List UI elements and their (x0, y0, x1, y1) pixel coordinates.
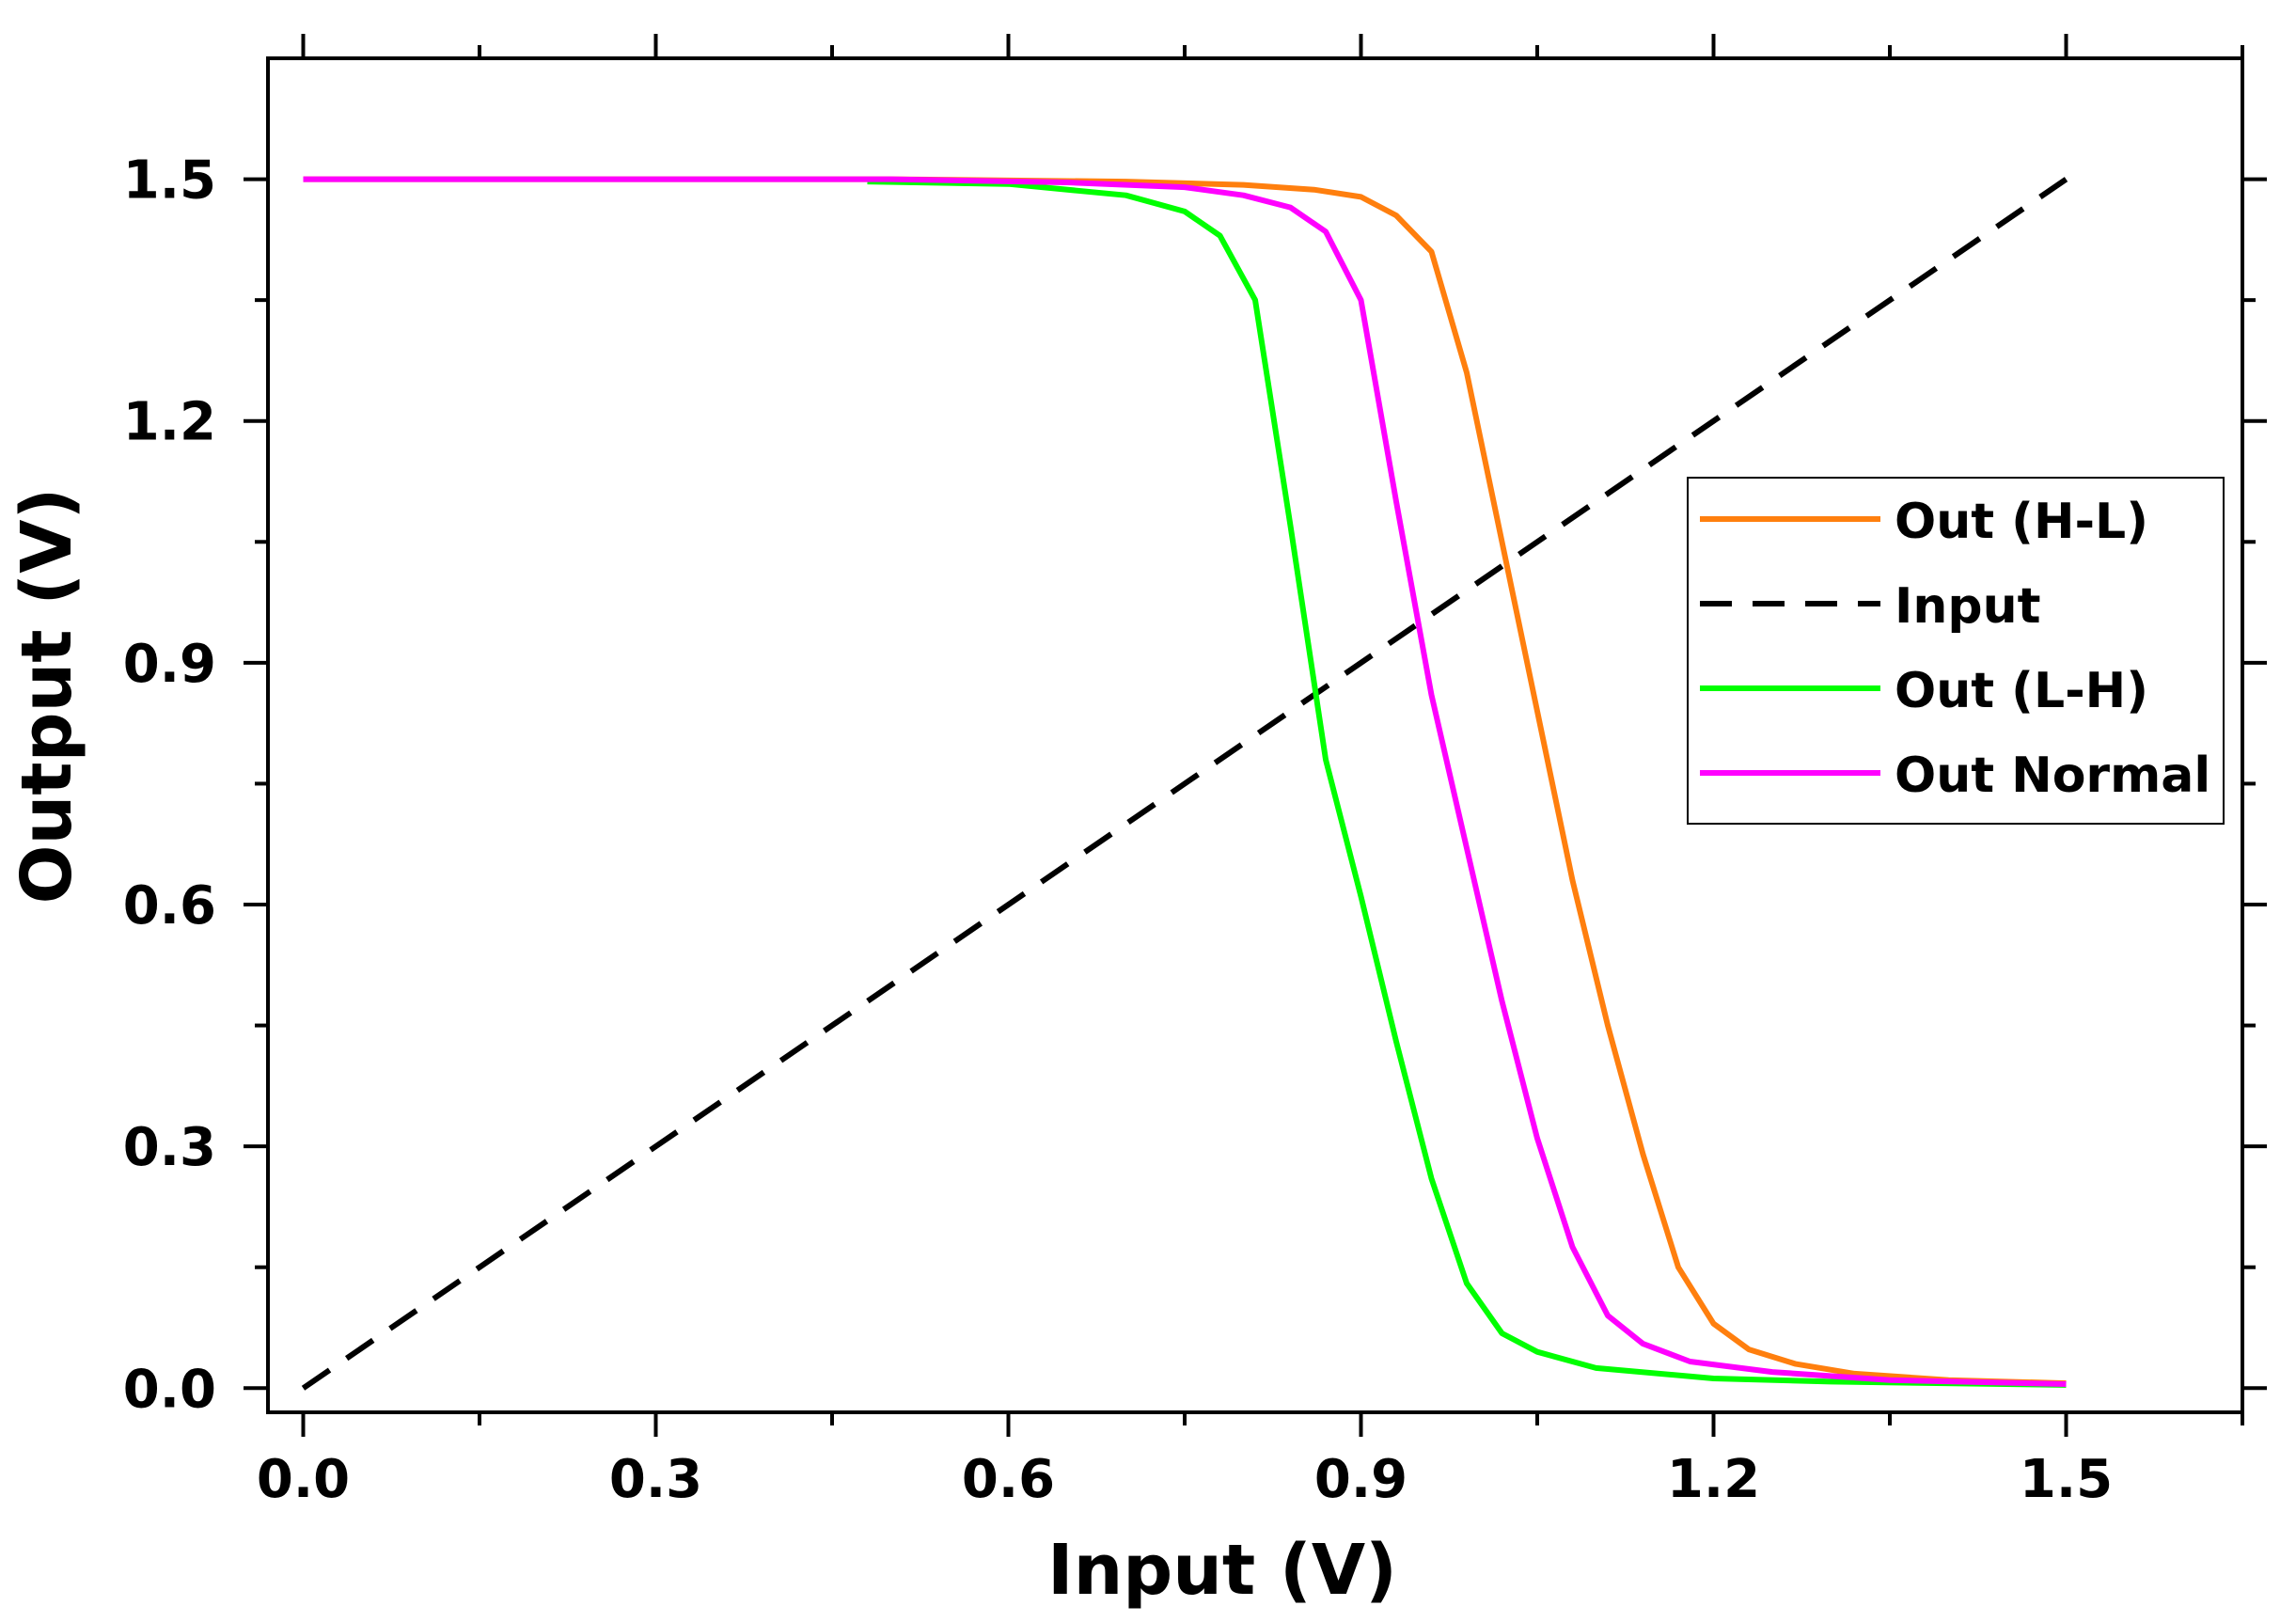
legend-label: Out (H-L) (1895, 494, 2148, 550)
y-tick-label: 0.9 (123, 634, 216, 695)
y-tick-label: 0.6 (123, 875, 216, 937)
y-tick-label: 0.0 (123, 1359, 216, 1420)
x-tick-label: 0.3 (609, 1449, 702, 1510)
legend-label: Out (L-H) (1895, 663, 2148, 719)
legend-label: Input (1895, 578, 2040, 635)
legend-label: Out Normal (1895, 748, 2210, 804)
x-tick-label: 0.6 (962, 1449, 1055, 1510)
x-axis-label: Input (V) (1047, 1530, 1397, 1611)
series-line-input (301, 177, 2068, 1391)
plot-frame (266, 56, 2244, 1414)
y-axis-label: Output (V) (7, 488, 87, 905)
y-tick-label: 1.5 (123, 150, 216, 212)
series-layer (301, 176, 2068, 1391)
legend: Out (H-L) Input Out (L-H) Out Normal (1687, 477, 2225, 825)
x-tick-label: 0.9 (1314, 1449, 1407, 1510)
y-tick-label: 0.3 (123, 1117, 216, 1178)
legend-box (1687, 477, 2225, 825)
x-tick-label: 1.5 (2020, 1449, 2113, 1510)
ticks-layer: 0.0 0.3 0.6 0.9 1.2 1.5 0.0 0.3 0.6 0.9 1.2 1.5 (123, 34, 2267, 1510)
y-tick-label: 1.2 (123, 392, 216, 453)
series-line-out-h-l (303, 176, 2067, 1387)
series-line-out-l-h (867, 179, 2067, 1388)
x-tick-label: 1.2 (1667, 1449, 1760, 1510)
x-tick-label: 0.0 (257, 1449, 350, 1510)
series-line-out-normal (303, 176, 2067, 1387)
